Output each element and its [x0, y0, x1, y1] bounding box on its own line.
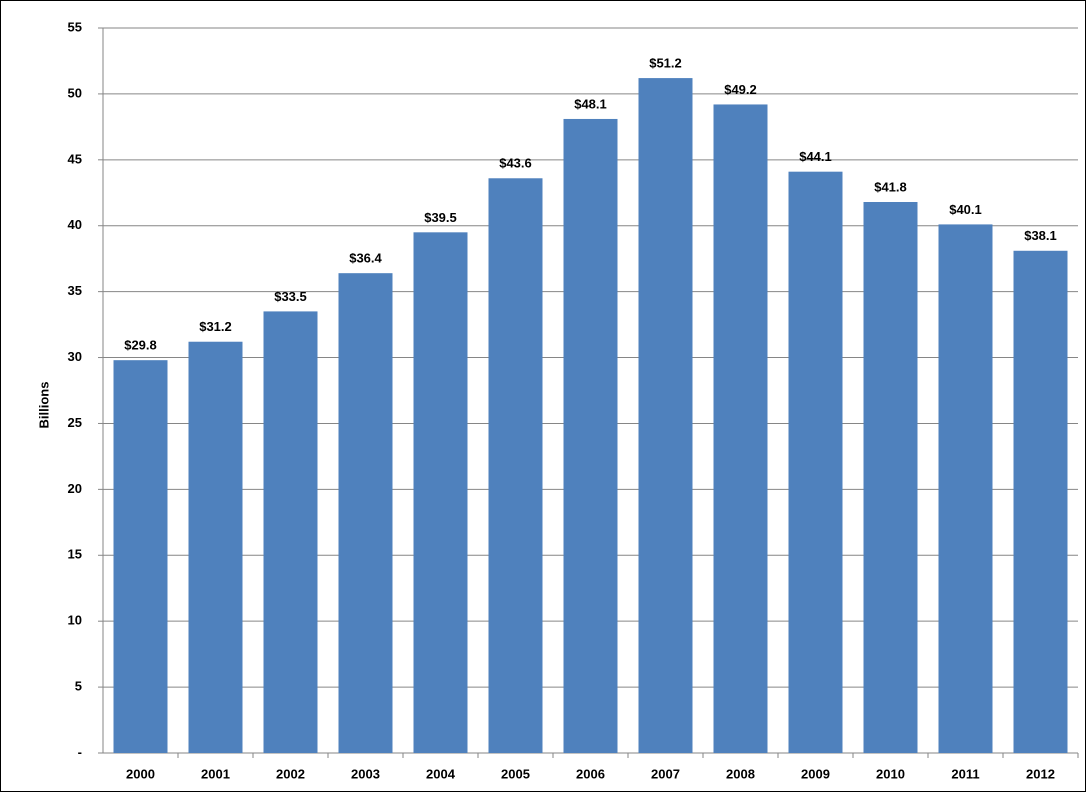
- x-tick-label: 2012: [1026, 766, 1055, 781]
- bar: [938, 224, 993, 754]
- bar: [788, 171, 843, 753]
- y-tick-label: 40: [68, 217, 82, 232]
- bar: [863, 202, 918, 753]
- data-label: $29.8: [124, 338, 157, 353]
- data-label: $39.5: [424, 210, 457, 225]
- data-label: $49.2: [724, 82, 757, 97]
- y-tick-label: 55: [68, 19, 82, 34]
- y-tick-label: 30: [68, 349, 82, 364]
- bar: [188, 341, 243, 753]
- x-tick-label: 2000: [126, 766, 155, 781]
- data-label: $51.2: [649, 56, 682, 71]
- bar: [638, 78, 693, 753]
- y-tick-label: 5: [75, 679, 82, 694]
- data-label: $36.4: [349, 251, 382, 266]
- x-tick-label: 2010: [876, 766, 905, 781]
- bar: [338, 273, 393, 753]
- bar: [263, 311, 318, 753]
- y-axis-label: Billions: [36, 382, 51, 429]
- y-tick-label: 15: [68, 547, 82, 562]
- data-label: $44.1: [799, 149, 832, 164]
- bar: [563, 118, 618, 754]
- x-tick-label: 2001: [201, 766, 230, 781]
- bar: [1013, 250, 1068, 754]
- y-tick-label: 10: [68, 613, 82, 628]
- y-tick-label: 20: [68, 481, 82, 496]
- bar: [113, 360, 168, 753]
- x-tick-label: 2008: [726, 766, 755, 781]
- data-label: $43.6: [499, 156, 532, 171]
- data-label: $31.2: [199, 319, 232, 334]
- x-tick-label: 2005: [501, 766, 530, 781]
- data-label: $40.1: [949, 202, 982, 217]
- bar: [413, 232, 468, 753]
- data-label: $48.1: [574, 96, 607, 111]
- y-tick-label: 45: [68, 151, 82, 166]
- y-tick-label: 25: [68, 415, 82, 430]
- x-tick-label: 2009: [801, 766, 830, 781]
- y-tick-label: 35: [68, 283, 82, 298]
- x-tick-label: 2003: [351, 766, 380, 781]
- data-label: $41.8: [874, 179, 907, 194]
- y-tick-label: 50: [68, 85, 82, 100]
- x-tick-label: 2011: [951, 766, 979, 781]
- x-tick-label: 2006: [576, 766, 605, 781]
- y-tick-label: -: [78, 744, 82, 759]
- x-tick-label: 2002: [276, 766, 305, 781]
- x-tick-label: 2004: [426, 766, 456, 781]
- data-label: $33.5: [274, 289, 307, 304]
- bar: [488, 178, 543, 754]
- bar: [713, 104, 768, 754]
- data-label: $38.1: [1024, 228, 1057, 243]
- x-tick-label: 2007: [651, 766, 680, 781]
